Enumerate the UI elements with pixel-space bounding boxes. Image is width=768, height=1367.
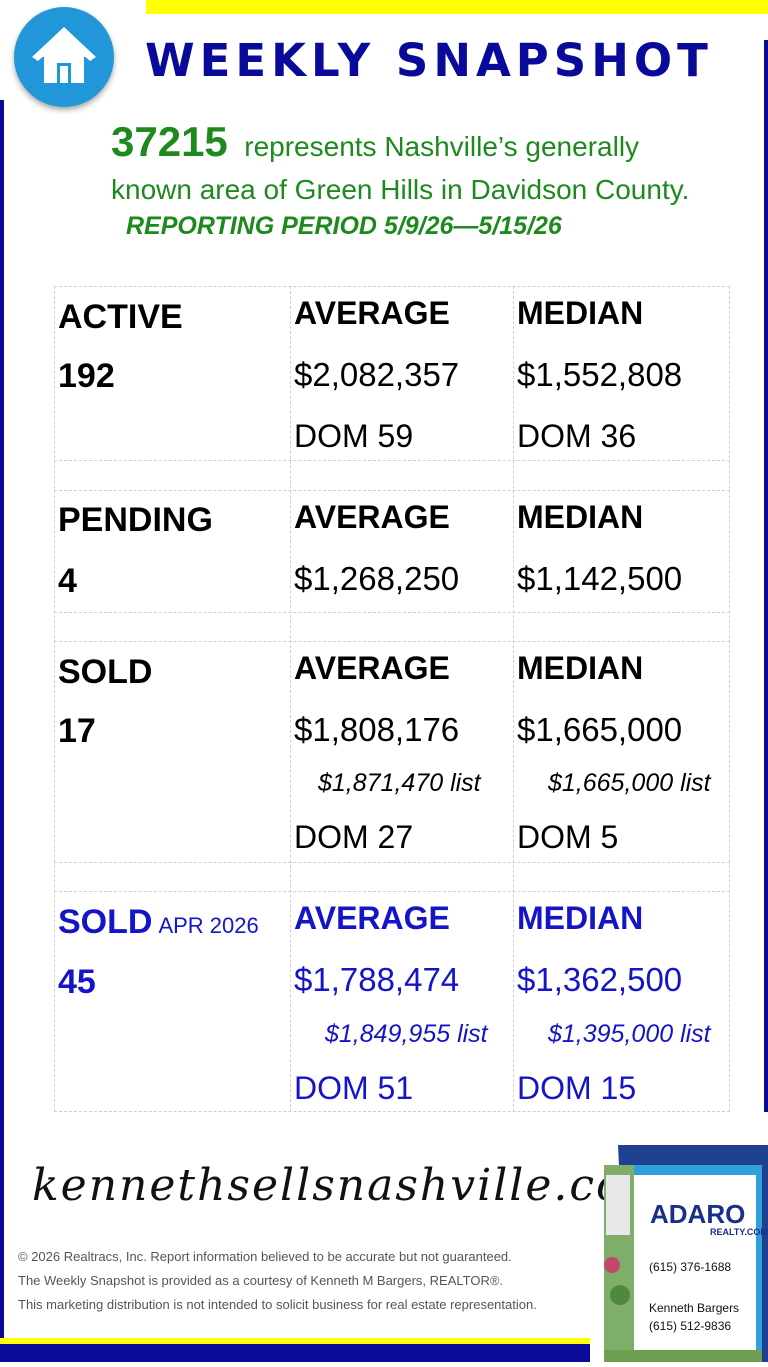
row-divider [54, 862, 730, 863]
sign-brand-sub: REALTY.COM [710, 1227, 768, 1237]
row-divider [54, 891, 730, 892]
active-average-price: $2,082,357 [294, 356, 460, 393]
sign-office-phone: (615) 376-1688 [649, 1260, 732, 1274]
active-median-heading: MEDIAN [517, 295, 644, 331]
column-divider [513, 286, 514, 1112]
column-divider [290, 286, 291, 1112]
row-divider [54, 612, 730, 613]
sold-median-list: $1,665,000 list [548, 769, 711, 797]
active-average-dom: DOM 59 [294, 418, 414, 454]
sold-month-period: APR 2026 [158, 913, 259, 938]
pending-count: 4 [58, 562, 77, 600]
sign-agent-name: Kenneth Bargers [649, 1301, 740, 1315]
realty-sign: ADARO REALTY.COM (615) 376-1688 Kenneth … [598, 1145, 768, 1362]
active-count: 192 [58, 357, 115, 395]
zip-code: 37215 [111, 118, 228, 165]
stats-table [54, 286, 730, 1112]
active-median-price: $1,552,808 [517, 356, 683, 393]
pending-median-price: $1,142,500 [517, 560, 683, 597]
pending-label: PENDING [58, 501, 213, 539]
sold-average-heading: AVERAGE [294, 650, 450, 686]
sold-median-heading: MEDIAN [517, 650, 644, 686]
disclaimer-line-2: The Weekly Snapshot is provided as a cou… [18, 1273, 504, 1288]
sign-agent-phone: (615) 512-9836 [649, 1319, 732, 1333]
active-average-heading: AVERAGE [294, 295, 450, 331]
sold-median-price: $1,665,000 [517, 711, 683, 748]
pending-average-price: $1,268,250 [294, 560, 460, 597]
sold-average-price: $1,808,176 [294, 711, 460, 748]
disclaimer-line-3: This marketing distribution is not inten… [18, 1297, 537, 1312]
sold-month-label-text: SOLD [58, 903, 153, 941]
sold-count: 17 [58, 712, 96, 750]
sold-average-list: $1,871,470 list [318, 769, 481, 797]
pending-average-heading: AVERAGE [294, 499, 450, 535]
row-divider [54, 460, 730, 461]
sold-month-average-dom: DOM 51 [294, 1070, 414, 1106]
sold-label: SOLD [58, 653, 153, 691]
sold-month-median-heading: MEDIAN [517, 900, 644, 936]
sold-month-median-list: $1,395,000 list [548, 1020, 711, 1048]
sold-month-average-heading: AVERAGE [294, 900, 450, 936]
intro-text-2: known area of Green Hills in Davidson Co… [111, 174, 690, 205]
intro-block: 37215 represents Nashville’s generally k… [111, 118, 761, 210]
sold-month-average-price: $1,788,474 [294, 961, 460, 998]
row-divider [54, 641, 730, 642]
sold-month-median-dom: DOM 15 [517, 1070, 637, 1106]
top-yellow-bar [146, 0, 768, 14]
page-title: WEEKLY SNAPSHOT [145, 34, 713, 87]
intro-text-1: represents Nashville’s generally [244, 131, 640, 162]
bottom-navy-bar [0, 1344, 590, 1362]
row-divider [54, 490, 730, 491]
bottom-yellow-bar [0, 1338, 590, 1344]
right-border-rule [764, 40, 768, 1112]
disclaimer-line-1: © 2026 Realtracs, Inc. Report informatio… [18, 1249, 512, 1264]
pending-median-heading: MEDIAN [517, 499, 644, 535]
intro-line-1: 37215 represents Nashville’s generally [111, 118, 761, 170]
sign-brand: ADARO [650, 1199, 746, 1229]
realty-sign-graphic [604, 1145, 768, 1362]
sold-average-dom: DOM 27 [294, 819, 414, 855]
website-link[interactable]: kennethsellsnashville.com [32, 1160, 669, 1211]
left-border-rule [0, 100, 4, 1340]
active-label: ACTIVE [58, 298, 183, 336]
sold-month-average-list: $1,849,955 list [325, 1020, 488, 1048]
active-median-dom: DOM 36 [517, 418, 637, 454]
sold-median-dom: DOM 5 [517, 819, 619, 855]
sold-month-median-price: $1,362,500 [517, 961, 683, 998]
sold-month-label: SOLD APR 2026 [58, 905, 259, 939]
reporting-period: REPORTING PERIOD 5/9/26—5/15/26 [126, 212, 562, 240]
home-icon [14, 7, 114, 107]
sold-month-count: 45 [58, 963, 96, 1001]
